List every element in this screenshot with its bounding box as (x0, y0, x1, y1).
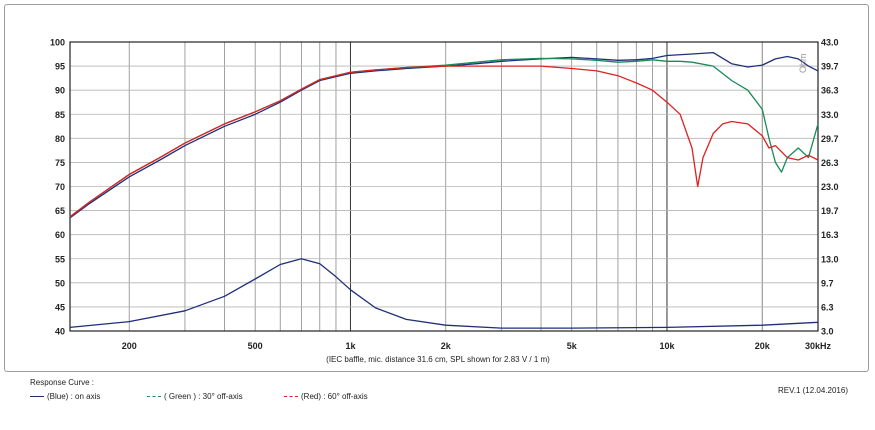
legend-item-red: (Red) : 60° off-axis (284, 392, 368, 401)
legend-label-green: ( Green ) : 30° off-axis (164, 392, 243, 401)
y-tick-label-left: 55 (55, 254, 65, 264)
legend-title: Response Curve : (30, 378, 95, 387)
legend-label-blue: (Blue) : on axis (47, 392, 101, 401)
y-tick-label-left: 70 (55, 182, 65, 192)
plot-border (69, 41, 819, 332)
y-tick-label-left: 40 (55, 327, 65, 337)
y-tick-label-right: 43.0 (821, 38, 839, 48)
x-tick-label: 10k (659, 341, 675, 351)
chart-frame (4, 4, 869, 372)
on-axis-line (69, 51, 819, 219)
y-tick-label-left: 95 (55, 62, 65, 72)
y-tick-label-right: 29.7 (821, 134, 839, 144)
y-tick-label-right: 13.0 (821, 254, 839, 264)
y-tick-label-right: 39.7 (821, 62, 839, 72)
impedance-line (69, 258, 819, 329)
y-tick-label-right: 6.3 (821, 302, 834, 312)
y-tick-label-right: 26.3 (821, 158, 839, 168)
y-tick-label-right: 36.3 (821, 86, 839, 96)
legend-swatch-blue (30, 396, 44, 397)
y-tick-label-left: 65 (55, 206, 65, 216)
revision-label: REV.1 (12.04.2016) (778, 386, 848, 395)
off-axis-30-line (69, 57, 819, 218)
series (69, 51, 819, 329)
right-axis-unit: Ohm (798, 53, 808, 73)
y-tick-label-left: 45 (55, 302, 65, 312)
y-tick-label-left: 60 (55, 230, 65, 240)
axes: 100 95 90 85 80 75 70 65 60 55 50 45 40 43.0 39.7 36.3 3… (50, 38, 839, 352)
legend-swatch-green (147, 396, 161, 397)
legend-item-blue: (Blue) : on axis (30, 392, 100, 401)
chart-caption: (IEC baffle, mic. distance 31.6 cm, SPL … (326, 355, 550, 364)
x-tick-label: 500 (248, 341, 263, 351)
y-tick-label-left: 50 (55, 278, 65, 288)
y-tick-label-right: 16.3 (821, 230, 839, 240)
x-tick-label: 30kHz (805, 341, 832, 351)
y-tick-label-right: 23.0 (821, 182, 839, 192)
x-tick-label: 2k (441, 341, 452, 351)
x-tick-label: 1k (345, 341, 356, 351)
y-tick-label-right: 19.7 (821, 206, 839, 216)
x-tick-label: 200 (122, 341, 137, 351)
x-tick-label: 20k (755, 341, 771, 351)
y-tick-label-left: 85 (55, 110, 65, 120)
grid (70, 41, 819, 332)
legend-label-red: (Red) : 60° off-axis (301, 392, 368, 401)
y-tick-label-right: 33.0 (821, 110, 839, 120)
y-tick-label-left: 90 (55, 86, 65, 96)
legend-item-green: ( Green ) : 30° off-axis (147, 392, 243, 401)
y-tick-label-left: 75 (55, 158, 65, 168)
y-tick-label-left: 100 (50, 38, 65, 48)
y-tick-label-right: 9.7 (821, 278, 834, 288)
y-tick-label-right: 3.0 (821, 327, 834, 337)
legend-swatch-red (284, 396, 298, 397)
x-tick-label: 5k (567, 341, 578, 351)
off-axis-60-line (69, 65, 819, 218)
y-tick-label-left: 80 (55, 134, 65, 144)
